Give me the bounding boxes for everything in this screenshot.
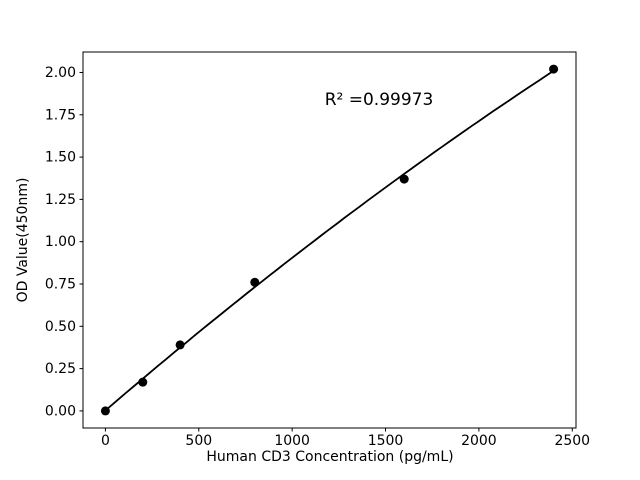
y-tick-label: 0.25 — [45, 361, 76, 377]
y-tick-label: 0.50 — [45, 319, 76, 335]
fit-line — [104, 70, 555, 412]
x-axis-label: Human CD3 Concentration (pg/mL) — [206, 449, 453, 465]
y-axis-label: OD Value(450nm) — [15, 178, 31, 303]
x-tick-label: 2000 — [461, 433, 497, 449]
x-tick-label: 500 — [185, 433, 212, 449]
x-tick-label: 2500 — [554, 433, 590, 449]
y-tick-label: 1.25 — [45, 192, 76, 208]
y-tick-label: 0.00 — [45, 403, 76, 419]
r-squared-annotation: R² =0.99973 — [325, 90, 434, 110]
axes-frame — [82, 51, 577, 429]
y-tick-label: 2.00 — [45, 65, 76, 81]
y-tick-label: 0.75 — [45, 276, 76, 292]
x-tick-label: 1000 — [274, 433, 310, 449]
data-point — [175, 340, 185, 350]
y-tick-label: 1.75 — [45, 107, 76, 123]
data-point — [549, 64, 559, 74]
x-tick-label: 1500 — [368, 433, 404, 449]
data-point — [100, 406, 110, 416]
data-point — [399, 174, 409, 184]
data-point — [250, 277, 260, 287]
y-tick-label: 1.00 — [45, 234, 76, 250]
plot-area: 0 500 1000 1500 2000 2500 0.00 0.25 0.50 0.75 1.00… — [45, 51, 590, 449]
data-point — [138, 377, 148, 387]
x-tick-label: 0 — [101, 433, 110, 449]
y-tick-label: 1.50 — [45, 150, 76, 166]
